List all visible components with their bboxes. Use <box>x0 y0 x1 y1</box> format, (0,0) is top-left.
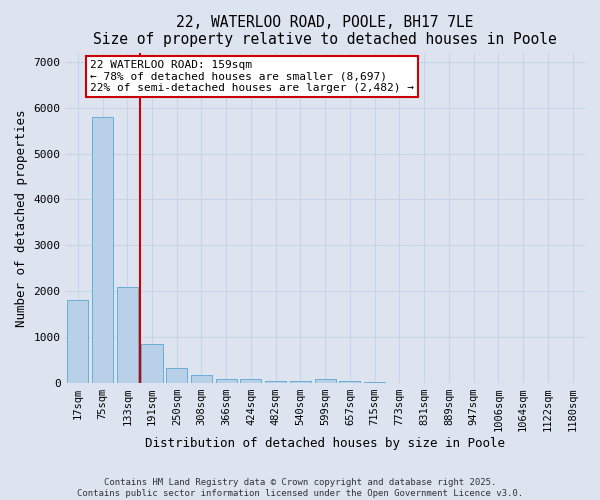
Title: 22, WATERLOO ROAD, POOLE, BH17 7LE
Size of property relative to detached houses : 22, WATERLOO ROAD, POOLE, BH17 7LE Size … <box>94 15 557 48</box>
Bar <box>290 380 311 383</box>
Bar <box>117 286 138 383</box>
Text: Contains HM Land Registry data © Crown copyright and database right 2025.
Contai: Contains HM Land Registry data © Crown c… <box>77 478 523 498</box>
Bar <box>241 379 262 383</box>
Bar <box>314 379 336 383</box>
Bar <box>216 378 237 383</box>
Text: 22 WATERLOO ROAD: 159sqm
← 78% of detached houses are smaller (8,697)
22% of sem: 22 WATERLOO ROAD: 159sqm ← 78% of detach… <box>90 60 414 93</box>
X-axis label: Distribution of detached houses by size in Poole: Distribution of detached houses by size … <box>145 437 505 450</box>
Y-axis label: Number of detached properties: Number of detached properties <box>15 109 28 326</box>
Bar <box>265 380 286 383</box>
Bar <box>67 300 88 383</box>
Bar <box>92 117 113 383</box>
Bar <box>191 375 212 383</box>
Bar <box>142 344 163 383</box>
Bar <box>340 380 361 383</box>
Bar <box>166 368 187 383</box>
